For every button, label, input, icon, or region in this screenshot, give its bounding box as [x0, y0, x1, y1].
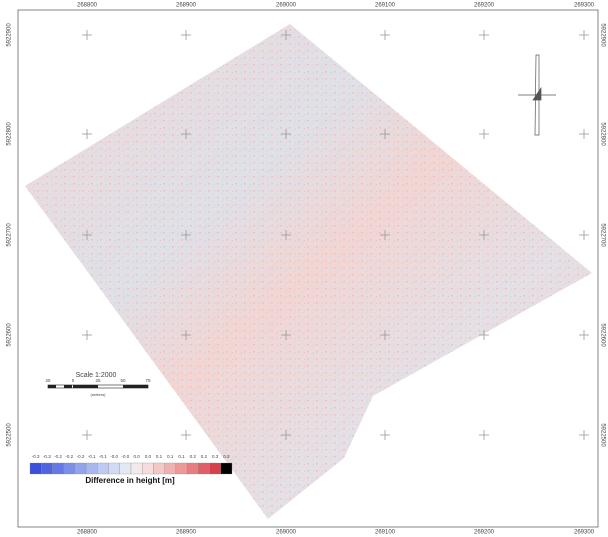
- legend-label: -0.3: [32, 454, 40, 459]
- legend-label: 0.3: [223, 454, 230, 459]
- y-coordinate-label: 5922900: [599, 23, 605, 47]
- legend-swatch: [165, 463, 176, 474]
- legend-swatch: [75, 463, 86, 474]
- x-coordinate-label: 268800: [77, 3, 98, 9]
- legend-label: 0.1: [156, 454, 163, 459]
- y-coordinate-label: 5922600: [599, 323, 605, 347]
- y-coordinate-label: 5922800: [599, 122, 605, 146]
- scale-tick-label: 50: [120, 378, 126, 383]
- x-coordinate-label: 269300: [574, 530, 595, 536]
- scale-tick-label: 75: [145, 378, 151, 383]
- y-coordinate-label: 5922700: [599, 223, 605, 247]
- legend-label: -0.0: [110, 454, 118, 459]
- legend-swatch: [153, 463, 164, 474]
- legend-swatch: [198, 463, 209, 474]
- y-coordinate-label: 5922500: [599, 423, 605, 447]
- y-coordinate-label: 5922800: [7, 122, 13, 146]
- map-view: 268800 268800 268900 268900 269000 269000 2691…: [0, 0, 608, 537]
- legend-swatch: [210, 463, 221, 474]
- x-coordinate-label: 269300: [574, 3, 595, 9]
- y-coordinate-label: 5922700: [7, 223, 13, 247]
- x-coordinate-label: 269100: [375, 3, 396, 9]
- x-coordinate-label: 268900: [176, 530, 197, 536]
- legend-label: 0.0: [133, 454, 140, 459]
- legend-swatch: [97, 463, 108, 474]
- legend-swatch: [176, 463, 187, 474]
- y-coordinate-label: 5922900: [7, 23, 13, 47]
- x-coordinate-label: 269000: [276, 3, 297, 9]
- legend-swatch: [221, 463, 232, 474]
- legend-label: 0.1: [167, 454, 174, 459]
- x-coordinate-label: 269000: [276, 530, 297, 536]
- scale-tick-label: 25: [95, 378, 101, 383]
- legend-label: -0.3: [43, 454, 51, 459]
- legend-label: 0.3: [212, 454, 219, 459]
- scale-tick-label: 25: [45, 378, 51, 383]
- legend-label: -0.2: [77, 454, 85, 459]
- legend-label: -0.1: [88, 454, 96, 459]
- legend-swatch: [142, 463, 153, 474]
- x-coordinate-label: 268900: [176, 3, 197, 9]
- legend-label: -0.2: [65, 454, 73, 459]
- legend-swatch: [86, 463, 97, 474]
- legend-swatch: [64, 463, 75, 474]
- x-coordinate-label: 269100: [375, 530, 396, 536]
- legend-label: -0.1: [99, 454, 107, 459]
- legend-label: -0.0: [122, 454, 130, 459]
- scale-unit: (meters): [91, 392, 107, 397]
- legend-label: 0.2: [190, 454, 197, 459]
- legend-swatch: [41, 463, 52, 474]
- legend-label: 0.0: [145, 454, 152, 459]
- y-coordinate-label: 5922600: [7, 323, 13, 347]
- legend-swatch: [52, 463, 63, 474]
- legend-title: Difference in height [m]: [85, 476, 175, 485]
- legend-swatch: [30, 463, 41, 474]
- legend-label: -0.2: [54, 454, 62, 459]
- legend-swatch: [120, 463, 131, 474]
- y-coordinate-label: 5922500: [7, 423, 13, 447]
- legend-swatch: [131, 463, 142, 474]
- legend-swatch: [109, 463, 120, 474]
- legend-swatch: [187, 463, 198, 474]
- x-coordinate-label: 269200: [474, 3, 495, 9]
- legend-label: 0.2: [201, 454, 208, 459]
- x-coordinate-label: 268800: [77, 530, 98, 536]
- x-coordinate-label: 269200: [474, 530, 495, 536]
- legend-label: 0.1: [178, 454, 185, 459]
